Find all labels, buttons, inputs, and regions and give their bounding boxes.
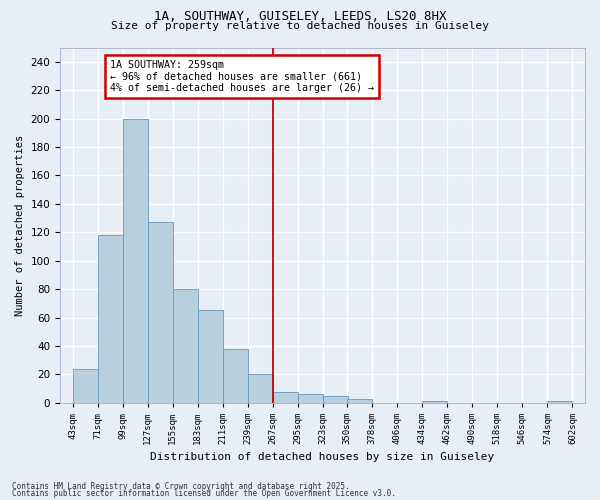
Text: 1A SOUTHWAY: 259sqm
← 96% of detached houses are smaller (661)
4% of semi-detach: 1A SOUTHWAY: 259sqm ← 96% of detached ho… xyxy=(110,60,374,94)
Bar xyxy=(198,310,223,403)
Text: 1A, SOUTHWAY, GUISELEY, LEEDS, LS20 8HX: 1A, SOUTHWAY, GUISELEY, LEEDS, LS20 8HX xyxy=(154,10,446,23)
Y-axis label: Number of detached properties: Number of detached properties xyxy=(15,134,25,316)
Bar xyxy=(98,235,122,403)
Bar xyxy=(273,392,298,403)
Text: Size of property relative to detached houses in Guiseley: Size of property relative to detached ho… xyxy=(111,21,489,31)
Bar xyxy=(148,222,173,403)
Bar xyxy=(347,398,372,403)
Bar xyxy=(122,118,148,403)
Text: Contains public sector information licensed under the Open Government Licence v3: Contains public sector information licen… xyxy=(12,489,396,498)
Bar xyxy=(547,402,572,403)
X-axis label: Distribution of detached houses by size in Guiseley: Distribution of detached houses by size … xyxy=(151,452,494,462)
Bar xyxy=(173,289,198,403)
Text: Contains HM Land Registry data © Crown copyright and database right 2025.: Contains HM Land Registry data © Crown c… xyxy=(12,482,350,491)
Bar xyxy=(298,394,323,403)
Bar xyxy=(223,349,248,403)
Bar xyxy=(73,369,98,403)
Bar xyxy=(248,374,273,403)
Bar xyxy=(323,396,348,403)
Bar xyxy=(422,402,447,403)
